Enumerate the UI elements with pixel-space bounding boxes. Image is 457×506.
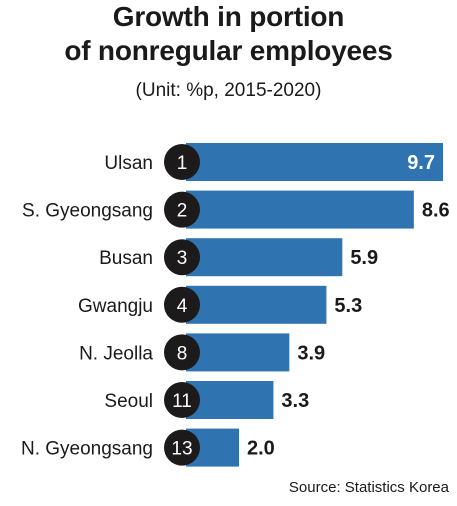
category-label-4: N. Jeolla [79,343,153,364]
rank-circle-1 [164,191,200,228]
category-label-2: Busan [99,248,153,269]
chart-subtitle: (Unit: %p, 2015-2020) [135,80,322,101]
value-label-4: 3.9 [297,342,325,364]
bar-0 [186,143,443,181]
value-label-6: 2.0 [247,438,275,460]
rank-circle-5 [164,382,200,418]
value-label-3: 5.3 [334,295,362,317]
value-label-5: 3.3 [281,390,309,412]
rank-label-2: 3 [177,248,188,269]
rank-label-3: 4 [177,296,188,317]
rank-circle-0 [164,144,200,180]
category-label-6: N. Gyeongsang [21,439,153,460]
value-label-1: 8.6 [422,200,450,222]
rank-label-1: 2 [177,201,188,222]
value-label-0: 9.7 [407,152,435,174]
value-label-2: 5.9 [350,247,378,269]
category-label-5: Seoul [104,391,153,412]
rank-circle-3 [164,286,200,323]
bar-5 [186,381,274,419]
rank-circle-2 [164,239,200,276]
rank-label-4: 8 [177,343,188,364]
category-label-3: Gwangju [78,296,153,317]
rank-circle-4 [164,334,200,371]
chart-title-line-2: of nonregular employees [64,35,393,66]
bar-3 [186,285,327,324]
bar-2 [186,238,343,277]
category-label-1: S. Gyeongsang [22,201,153,222]
rank-label-6: 13 [171,439,192,460]
chart-title-line-1: Growth in portion [112,1,345,32]
bar-1 [186,190,414,229]
category-label-0: Ulsan [104,153,153,174]
rank-label-0: 1 [177,153,188,174]
rank-label-5: 11 [172,391,192,412]
rank-circle-6 [164,429,200,466]
bar-4 [186,333,290,372]
source-note: Source: Statistics Korea [288,479,449,496]
